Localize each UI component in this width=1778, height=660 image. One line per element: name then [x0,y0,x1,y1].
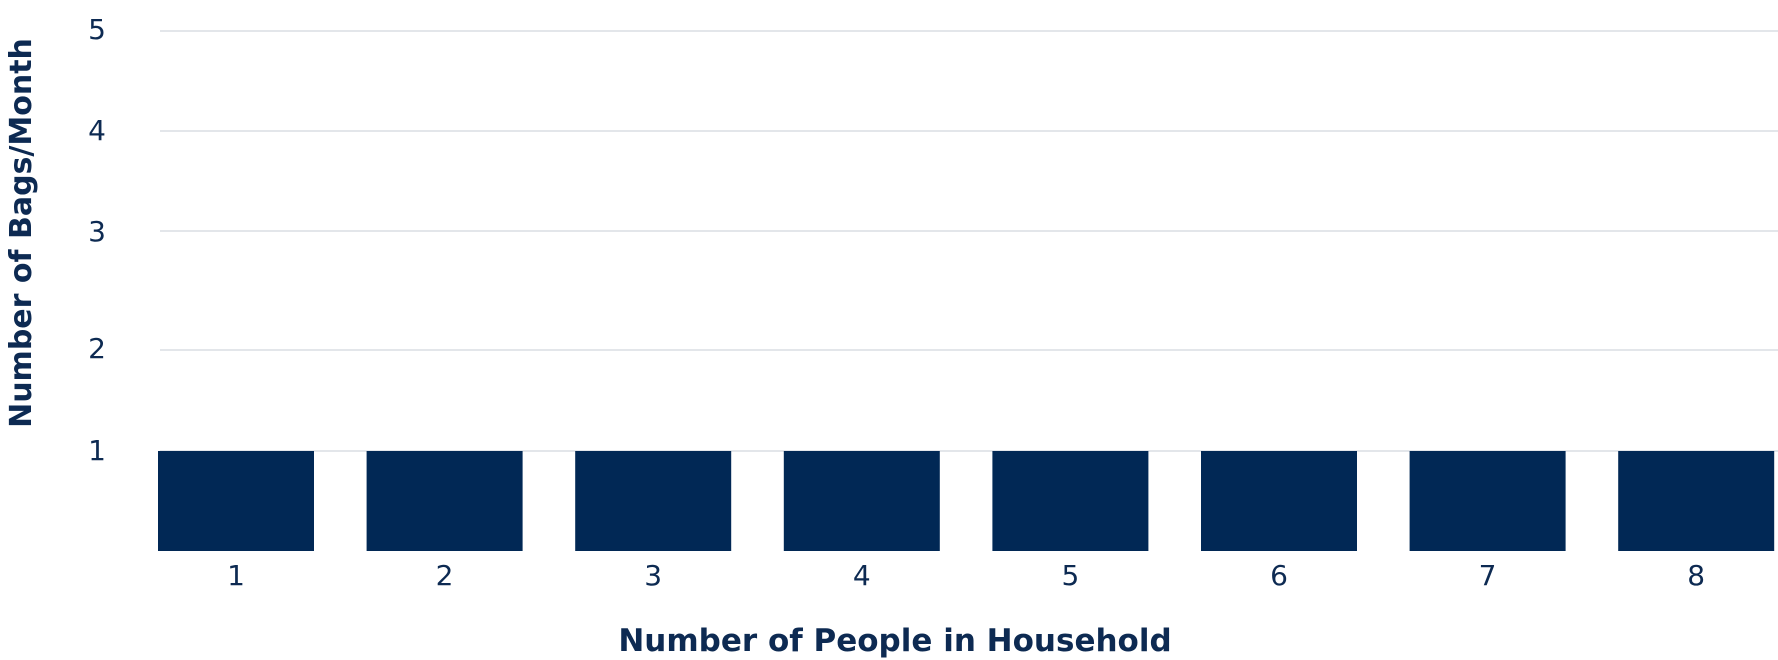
gridlines [160,30,1778,452]
bar-4 [783,451,940,551]
x-axis-ticks: 1 2 3 4 5 6 7 8 [227,559,1705,592]
y-tick-label-5: 5 [88,13,106,46]
bar-7 [1409,451,1566,551]
x-tick-label-1: 1 [227,559,245,592]
bars [158,451,1775,551]
y-axis-title: Number of Bags/Month [4,38,39,428]
bar-3 [575,451,732,551]
x-tick-label-4: 4 [853,559,871,592]
bar-6 [1201,451,1357,551]
y-tick-label-3: 3 [88,215,106,248]
y-tick-label-1: 1 [88,434,106,467]
y-tick-label-2: 2 [88,332,106,365]
bar-2 [366,451,523,551]
bar-5 [992,451,1149,551]
bar-8 [1618,451,1775,551]
y-tick-label-4: 4 [88,114,106,147]
bar-1 [158,451,314,551]
x-tick-label-8: 8 [1687,559,1705,592]
x-tick-label-2: 2 [436,559,454,592]
x-tick-label-5: 5 [1061,559,1079,592]
x-tick-label-6: 6 [1270,559,1288,592]
x-tick-label-3: 3 [644,559,662,592]
y-axis-ticks: 1 2 3 4 5 [88,13,106,467]
x-axis-title: Number of People in Household [618,623,1171,659]
x-tick-label-7: 7 [1479,559,1497,592]
